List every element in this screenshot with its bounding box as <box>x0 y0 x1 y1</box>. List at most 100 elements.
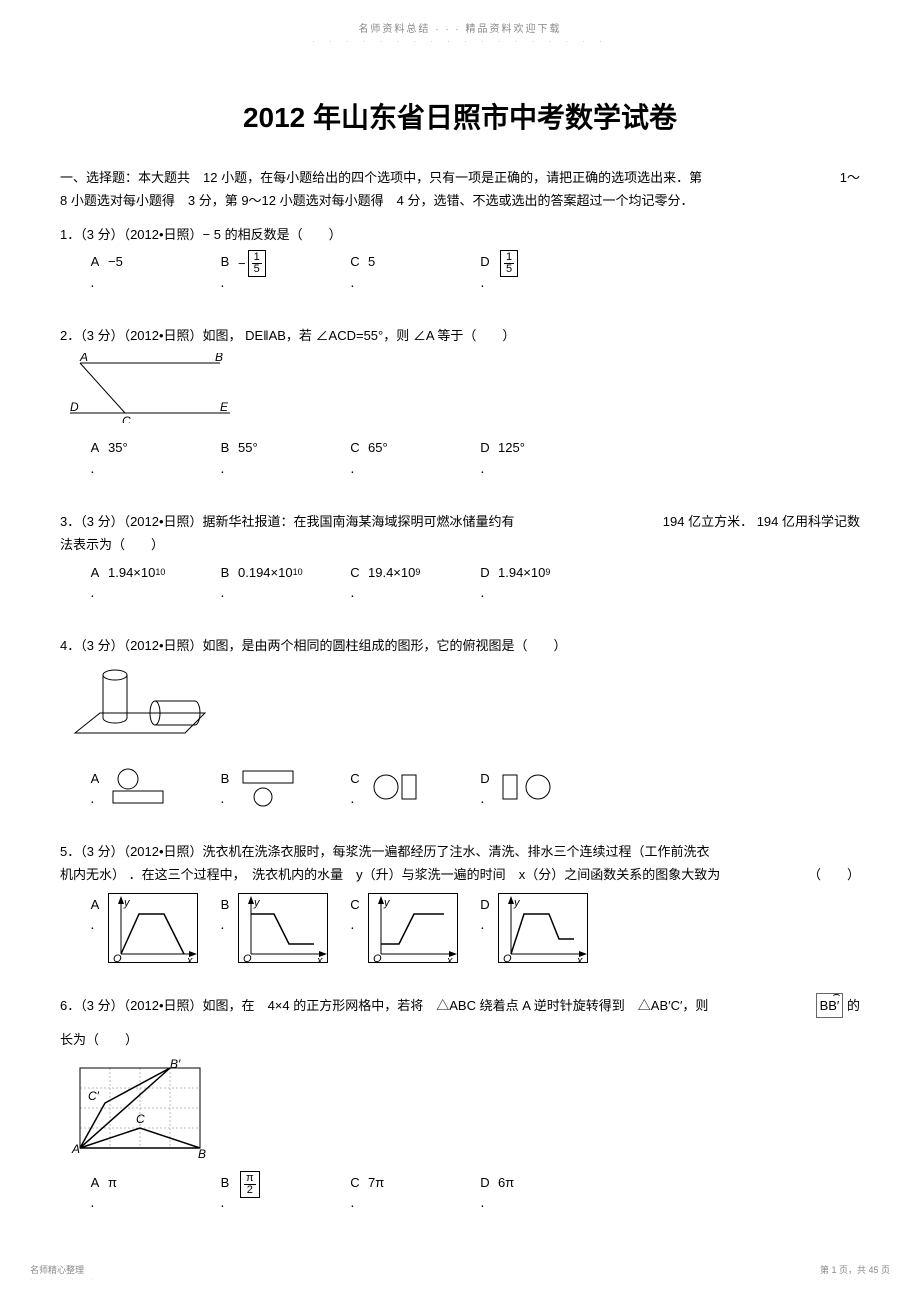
q5-2d: x（分）之间函数关系的图象大致为 <box>519 867 721 882</box>
q1-opt-a-val: −5 <box>108 250 123 273</box>
q3-opt-d: D．1.94×109 <box>480 561 610 604</box>
q2-label-e: E <box>220 400 229 414</box>
svg-text:y: y <box>253 897 261 909</box>
q4-opt-c: C． <box>350 767 480 810</box>
q1-opt-b: B．−15 <box>220 250 350 293</box>
q6-b-den: 2 <box>245 1185 255 1196</box>
q6-opt-a: A．π <box>90 1171 220 1214</box>
svg-text:B′: B′ <box>170 1058 181 1071</box>
svg-text:B: B <box>198 1147 206 1158</box>
q5-d-graph: y x O <box>498 893 588 963</box>
intro-1b: 12 小题，在每小题给出的四个选项中，只有一项是正确的，请把正确的选项选出来．第 <box>203 170 702 185</box>
q1-opt-d: D．15 <box>480 250 610 293</box>
question-2: 2．（3 分）（2012•日照）如图， DE‖AB，若 ∠ACD=55°，则 ∠… <box>60 324 860 480</box>
q3-opt-c: C．19.4×109 <box>350 561 480 604</box>
q5-opt-b: B． yxO <box>220 893 350 963</box>
q6-1b: 4×4 的正方形网格中，若将 <box>268 998 424 1013</box>
q1-b-neg: − <box>238 252 246 275</box>
q5-a-graph: yxO <box>108 893 198 963</box>
q5-2c: y（升）与浆洗一遍的时间 <box>356 867 506 882</box>
q6-1a: 6．（3 分）（2012•日照）如图，在 <box>60 998 255 1013</box>
footer-left-text: 名师精心整理 <box>30 1263 97 1276</box>
q2-text: 2．（3 分）（2012•日照）如图， DE‖AB，若 ∠ACD=55°，则 ∠… <box>60 324 860 347</box>
question-5: 5．（3 分）（2012•日照）洗衣机在洗涤衣服时，每浆洗一遍都经历了注水、清洗… <box>60 840 860 963</box>
q3-c-base: 19.4×10 <box>368 561 415 584</box>
q5-2a: 机内无水） ．在这三个过程中， <box>60 867 239 882</box>
q6-1d: △AB′C′，则 <box>638 998 709 1013</box>
q1-d-den: 5 <box>504 264 514 275</box>
question-4: 4．（3 分）（2012•日照）如图，是由两个相同的圆柱组成的图形，它的俯视图是… <box>60 634 860 810</box>
footer-left: 名师精心整理 · · · · · · · <box>30 1263 97 1283</box>
svg-text:O: O <box>373 953 382 963</box>
q3-d-exp: 9 <box>545 564 550 580</box>
intro-2a: 8 小题选对每小题得 <box>60 193 175 208</box>
intro-2b: 3 分，第 9～12 小题选对每小题得 <box>188 193 384 208</box>
q2-figure: A B D C E <box>70 353 860 430</box>
q2-opt-c: C．65° <box>350 436 480 479</box>
q6-figure: A B C B′ C′ <box>70 1058 860 1165</box>
svg-text:C: C <box>136 1112 145 1126</box>
q6-line2: 长为（ ） <box>60 1028 860 1051</box>
q3-b-exp: 10 <box>293 564 303 580</box>
q4-opt-b: B． <box>220 767 350 810</box>
q3-opt-b: B．0.194×1010 <box>220 561 350 604</box>
q4-text: 4．（3 分）（2012•日照）如图，是由两个相同的圆柱组成的图形，它的俯视图是… <box>60 634 860 657</box>
q4-d-svg <box>498 767 568 807</box>
q5-2b: 洗衣机内的水量 <box>252 867 343 882</box>
q3-a-base: 1.94×10 <box>108 561 155 584</box>
q1-opt-a: A．−5 <box>90 250 220 293</box>
svg-text:O: O <box>113 953 122 963</box>
q2-label-a: A <box>79 353 88 364</box>
q5-b-graph: yxO <box>238 893 328 963</box>
footer-left-dots: · · · · · · · <box>30 1276 97 1283</box>
q5-line1: 5．（3 分）（2012•日照）洗衣机在洗涤衣服时，每浆洗一遍都经历了注水、清洗… <box>60 840 860 863</box>
q4-a-svg <box>108 767 178 807</box>
page-top-header-dots: · · · · · · · · · · · · · · · · · · <box>60 37 860 46</box>
q6-opt-c: C．7π <box>350 1171 480 1214</box>
intro-1c: 1～ <box>840 166 860 189</box>
q4-opt-a: A． <box>90 767 220 810</box>
q6-1c: △ABC 绕着点 A 逆时针旋转得到 <box>436 998 625 1013</box>
q2-d-val: 125° <box>498 436 525 459</box>
svg-text:x: x <box>186 955 193 963</box>
q4-opt-d: D． <box>480 767 610 810</box>
q4-b-svg <box>238 767 308 807</box>
q6-d-val: 6π <box>498 1171 514 1194</box>
question-6: 6．（3 分）（2012•日照）如图，在 4×4 的正方形网格中，若将 △ABC… <box>60 993 860 1215</box>
svg-text:y: y <box>383 897 391 909</box>
svg-text:y: y <box>513 897 521 909</box>
q3-opt-a: A．1.94×1010 <box>90 561 220 604</box>
q6-opt-d: D．6π <box>480 1171 610 1214</box>
q1-text: 1．（3 分）（2012•日照）− 5 的相反数是（ ） <box>60 223 860 246</box>
q6-arc: BB′ <box>816 993 844 1018</box>
q5-c-graph: yxO <box>368 893 458 963</box>
q3-a-exp: 10 <box>155 564 165 580</box>
q2-a-val: 35° <box>108 436 128 459</box>
svg-text:O: O <box>243 953 252 963</box>
q2-b-val: 55° <box>238 436 258 459</box>
q2-opt-b: B．55° <box>220 436 350 479</box>
question-3: 3．（3 分）（2012•日照）据新华社报道：在我国南海某海域探明可燃冰储量约有… <box>60 510 860 604</box>
question-1: 1．（3 分）（2012•日照）− 5 的相反数是（ ） A．−5 B．−15 … <box>60 223 860 294</box>
section-intro: 一、选择题：本大题共 12 小题，在每小题给出的四个选项中，只有一项是正确的，请… <box>60 166 860 213</box>
q6-c-val: 7π <box>368 1171 384 1194</box>
svg-text:x: x <box>576 955 583 963</box>
q2-label-d: D <box>70 400 79 414</box>
q3-b-base: 0.194×10 <box>238 561 293 584</box>
q5-opt-c: C． yxO <box>350 893 480 963</box>
intro-2c: 4 分，选错、不选或选出的答案超过一个均记零分． <box>397 193 694 208</box>
q2-opt-d: D．125° <box>480 436 610 479</box>
footer-right: 第 1 页，共 45 页 · · · · · · · <box>820 1263 890 1283</box>
q3-line1b: 194 亿立方米． 194 亿用科学记数 <box>663 510 860 533</box>
q3-line1a: 3．（3 分）（2012•日照）据新华社报道：在我国南海某海域探明可燃冰储量约有 <box>60 510 515 533</box>
svg-text:A: A <box>71 1142 80 1156</box>
q1-b-den: 5 <box>252 264 262 275</box>
q1-opt-c-val: 5 <box>368 250 375 273</box>
q1-opt-c: C．5 <box>350 250 480 293</box>
q6-a-val: π <box>108 1171 117 1194</box>
svg-text:O: O <box>503 953 512 963</box>
q4-c-svg <box>368 767 438 807</box>
exam-title: 2012 年山东省日照市中考数学试卷 <box>60 96 860 136</box>
q3-c-exp: 9 <box>415 564 420 580</box>
q5-opt-a: A． yxO <box>90 893 220 963</box>
